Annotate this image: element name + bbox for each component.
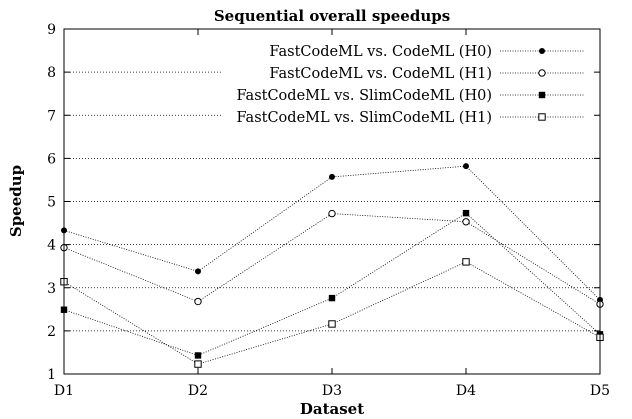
data-point-s1-D4 [463,163,469,170]
series-line-3 [63,212,601,356]
x-tick-label: D3 [322,383,342,399]
y-axis-label: Speedup [7,165,25,237]
y-tick-label: 6 [47,151,56,167]
series-group [60,163,604,368]
x-tick-label: D4 [456,383,476,399]
chart-title: Sequential overall speedups [214,7,450,25]
legend-marker-4 [538,113,546,121]
data-point-s4-D3 [328,320,336,328]
y-tick-label: 5 [47,195,56,211]
legend-label-2: FastCodeML vs. CodeML (H1) [269,66,492,82]
y-tick-label: 7 [47,108,56,124]
y-tick-label: 2 [47,324,56,340]
y-tick-label: 4 [47,238,56,254]
data-point-s2-D3 [328,209,336,218]
data-point-s3-D4 [462,209,470,217]
legend-label-4: FastCodeML vs. SlimCodeML (H1) [236,110,492,126]
x-tick-label: D2 [188,383,208,399]
axis-ticks: 1 2 3 4 5 6 7 8 9 D1 D2 D3 D4 D5 [47,22,610,399]
series-line-1 [63,165,601,301]
legend-marker-3 [538,91,546,99]
x-axis-label: Dataset [300,400,364,418]
data-point-s2-D4 [462,218,470,226]
data-point-s4-D4 [462,258,470,266]
legend-marker-1 [539,48,545,54]
x-tick-label: D5 [590,383,610,399]
y-tick-label: 8 [47,65,56,81]
data-point-s2-D2 [194,297,202,306]
data-point-s3-D2 [194,352,202,359]
legend-label-1: FastCodeML vs. CodeML (H0) [269,44,492,60]
gridlines [64,71,600,332]
y-tick-label: 3 [47,281,56,297]
series-line-2 [63,213,601,305]
x-tick-label: D1 [54,383,74,399]
legend-label-3: FastCodeML vs. SlimCodeML (H0) [236,88,492,104]
data-point-s1-D3 [329,173,335,180]
series-line-4 [63,261,601,365]
y-tick-label: 9 [47,22,56,38]
legend: FastCodeML vs. CodeML (H0) FastCodeML vs.… [236,44,584,126]
data-point-s3-D3 [328,294,336,302]
data-point-s4-D2 [194,360,202,368]
data-point-s1-D2 [195,268,201,275]
y-tick-label: 1 [47,367,56,383]
legend-marker-2 [538,69,546,77]
